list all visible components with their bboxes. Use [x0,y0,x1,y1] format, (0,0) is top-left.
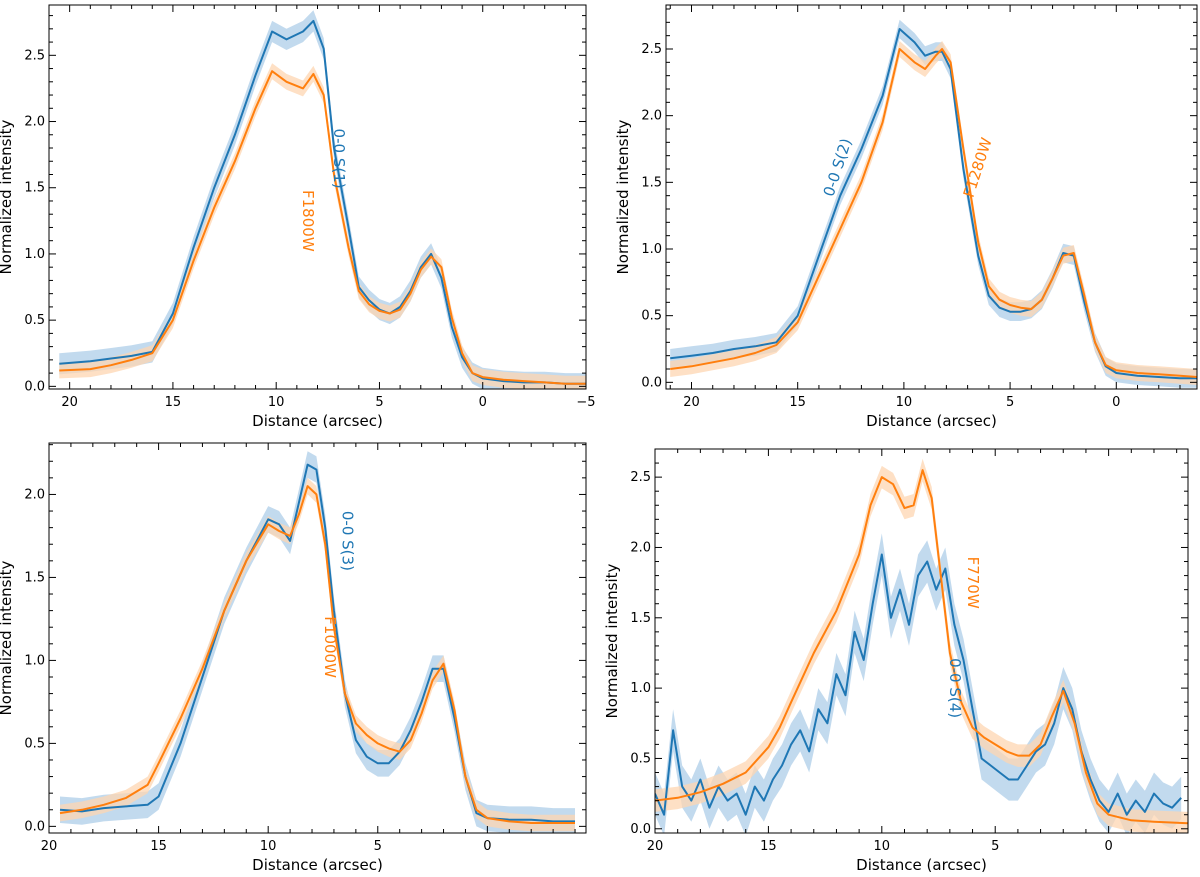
y-axis-label: Normalized intensity [614,119,632,274]
x-tick-label: 10 [268,395,285,410]
series-annotation-orange: F1800W [299,190,317,252]
x-tick-label: 0 [1104,839,1112,854]
panel-1: 20 15 10 5 0 −5 0.0 0.5 1.0 1.5 2.0 2.5 Distance (ar… [0,4,596,430]
y-tick-label: 0.0 [24,819,45,834]
y-tick-label: 0.5 [630,751,651,766]
y-tick-label: 1.5 [641,175,662,190]
x-tick-label: 15 [165,395,182,410]
x-tick-label: 20 [61,395,78,410]
series-line-orange [655,469,1188,825]
x-tick-label: 15 [760,839,777,854]
y-tick-label: 1.5 [630,611,651,626]
y-tick-label: 0.0 [24,379,45,394]
series-line-orange [59,70,586,385]
series-line-blue [59,19,586,385]
y-tick-label: 2.0 [630,540,651,555]
y-axis-label: Normalized intensity [603,563,621,718]
x-tick-label: 5 [1006,395,1014,410]
plot-area [670,19,1197,388]
x-tick-label: −5 [576,395,595,410]
y-tick-label: 1.5 [24,181,45,196]
x-tick-label: 15 [150,839,167,854]
y-tick-label: 2.0 [641,109,662,124]
panel-2: 20 15 10 5 0 0.0 0.5 1.0 1.5 2.0 2.5 Distance (arcs… [614,4,1198,430]
error-band-blue [59,10,586,389]
y-tick-label: 1.0 [24,247,45,262]
series-line-orange [59,485,575,824]
x-tick-label: 0 [1112,395,1120,410]
y-tick-label: 2.5 [24,48,45,63]
x-tick-label: 5 [375,395,383,410]
series-line-blue [655,553,1182,816]
y-tick-label: 2.5 [630,470,651,485]
plot-area [59,451,575,833]
series-line-orange [670,48,1197,378]
error-band-orange [655,458,1188,833]
y-tick-label: 2.0 [24,487,45,502]
series-annotation-blue: 0-0 S(3) [339,511,357,571]
error-band-blue [670,19,1197,388]
x-tick-label: 20 [41,839,58,854]
y-tick-label: 1.0 [630,681,651,696]
x-tick-label: 10 [896,395,913,410]
x-axis-label: Distance (arcsec) [866,412,997,430]
x-axis-label: Distance (arcsec) [252,856,383,874]
error-band-orange [670,41,1197,385]
axes-frame [48,442,587,834]
series-annotation-orange: F770W [964,557,982,609]
series-line-blue [670,28,1197,380]
series-line-blue [59,463,575,823]
error-band-orange [60,477,575,832]
x-axis-label: Distance (arcsec) [252,412,383,430]
x-tick-label: 10 [260,839,277,854]
axes-frame [654,448,1189,834]
series-annotation-blue: 0-0 S(4) [946,658,964,718]
y-tick-label: 1.0 [24,653,45,668]
y-axis-label: Normalized intensity [0,119,15,274]
x-tick-label: 5 [374,839,382,854]
y-tick-label: 2.0 [24,115,45,130]
error-band-blue [655,533,1182,833]
x-tick-label: 15 [789,395,806,410]
y-tick-label: 2.5 [641,42,662,57]
plot-area [655,458,1188,833]
panel-4: 20 15 10 5 0 0.0 0.5 1.0 1.5 2.0 2.5 Distance (arcs… [603,448,1189,874]
axes-frame [665,4,1198,390]
panel-3: 20 15 10 5 0 0.0 0.5 1.0 1.5 2.0 Distance (arcsec)… [0,442,587,874]
x-tick-label: 0 [479,395,487,410]
x-tick-label: 0 [483,839,491,854]
y-tick-label: 0.0 [630,822,651,837]
plot-area [59,10,586,389]
y-tick-label: 1.5 [24,570,45,585]
y-axis-label: Normalized intensity [0,560,15,715]
y-tick-label: 0.0 [641,375,662,390]
series-annotation-orange: F1000W [321,616,339,678]
x-tick-label: 20 [647,839,664,854]
y-tick-label: 0.5 [24,736,45,751]
y-tick-label: 0.5 [641,309,662,324]
y-tick-label: 1.0 [641,242,662,257]
x-tick-label: 5 [991,839,999,854]
error-band-orange [59,63,586,389]
y-tick-label: 0.5 [24,313,45,328]
series-annotation-blue: 0-0 S(1) [330,129,348,189]
x-tick-label: 10 [874,839,891,854]
x-axis-label: Distance (arcsec) [856,856,987,874]
x-tick-label: 20 [683,395,700,410]
